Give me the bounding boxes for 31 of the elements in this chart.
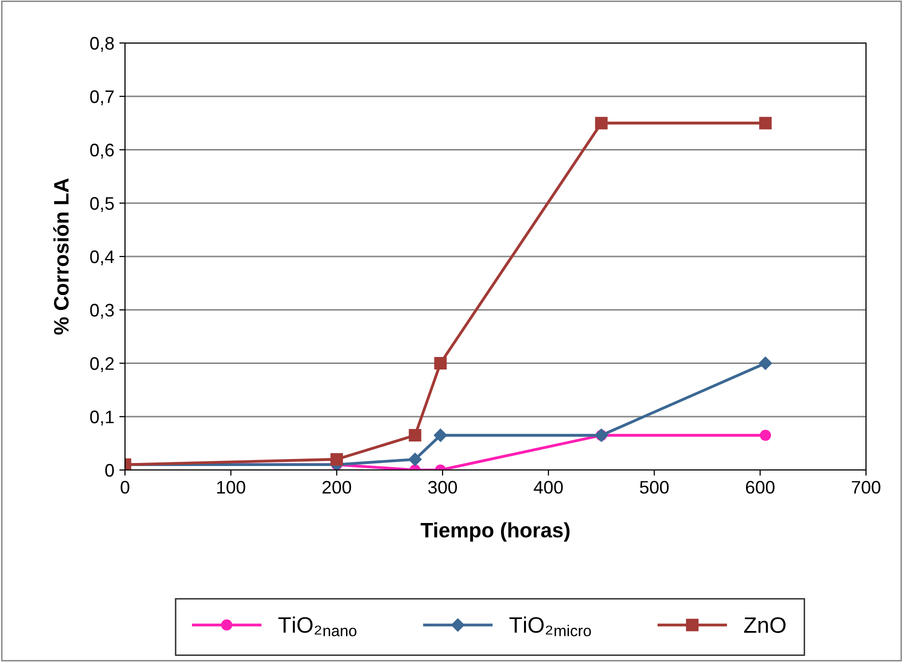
x-tick-label: 200 bbox=[322, 480, 352, 494]
x-tick-label: 400 bbox=[534, 480, 563, 494]
point bbox=[408, 429, 422, 442]
legend-label: TiO₂$_{nano}$ bbox=[278, 616, 356, 636]
point bbox=[759, 116, 772, 130]
x-tick-label: 100 bbox=[217, 480, 246, 494]
y-tick-label: 0,3 bbox=[90, 304, 114, 319]
y-tick-label: 0,6 bbox=[90, 144, 114, 159]
y-tick-label: 0 bbox=[105, 464, 114, 477]
x-tick-label: 700 bbox=[852, 480, 880, 494]
x-tick-label: 600 bbox=[746, 480, 774, 494]
point bbox=[330, 453, 343, 466]
legend-label: ZnO bbox=[744, 617, 786, 633]
x-tick-label: 300 bbox=[428, 480, 457, 494]
y-tick-label: 0,2 bbox=[90, 357, 114, 372]
point bbox=[595, 116, 608, 130]
y-tick-label: 0,1 bbox=[90, 410, 114, 426]
y-tick-label: 0,8 bbox=[90, 36, 114, 52]
legend-label: TiO₂$_{micro}$ bbox=[509, 616, 591, 636]
y-axis-title: % Corrosión LA bbox=[53, 178, 69, 335]
y-tick-label: 0,7 bbox=[90, 90, 114, 106]
x-tick-label: 0 bbox=[120, 480, 130, 494]
x-tick-label: 500 bbox=[640, 480, 669, 494]
point bbox=[408, 452, 422, 466]
point bbox=[758, 356, 772, 370]
point bbox=[434, 357, 447, 370]
point bbox=[434, 428, 448, 442]
y-tick-label: 0,4 bbox=[90, 250, 114, 266]
x-axis-title: Tiempo (horas) bbox=[420, 522, 570, 542]
y-tick-label: 0,5 bbox=[90, 197, 114, 212]
point bbox=[760, 430, 771, 441]
